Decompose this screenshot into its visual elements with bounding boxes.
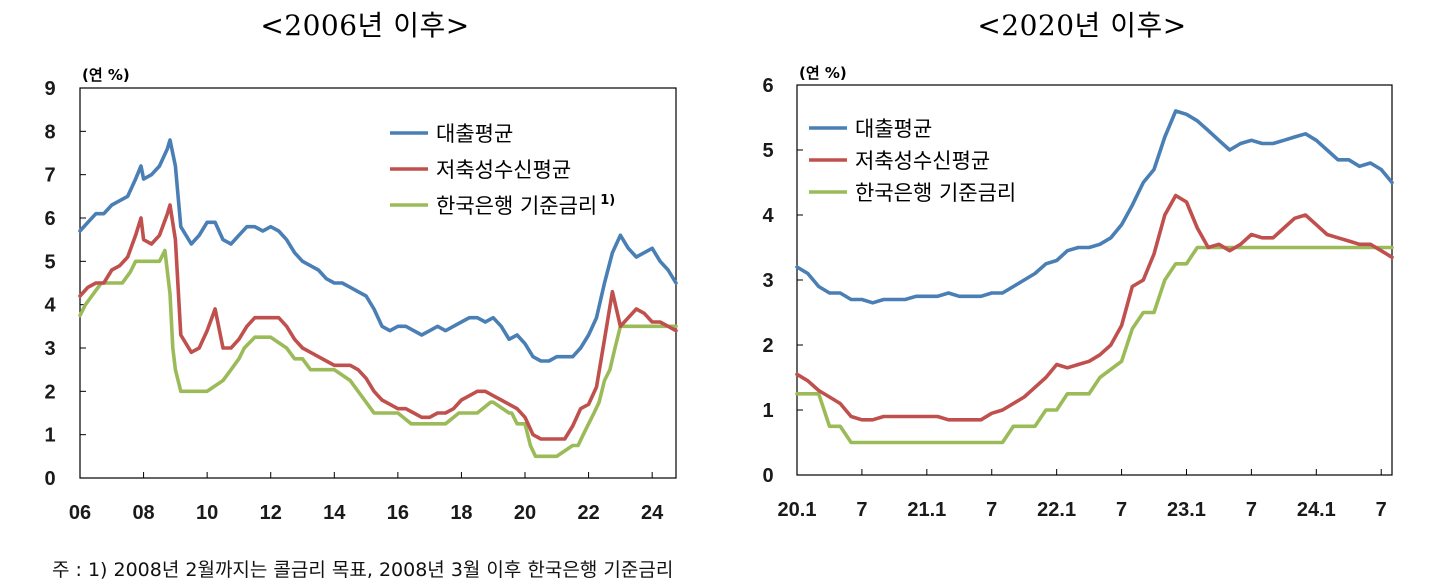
legend-footnote-marker: 1) bbox=[600, 193, 615, 208]
x-tick-label: 16 bbox=[387, 502, 409, 524]
x-tick-label: 7 bbox=[986, 499, 997, 521]
x-tick-label: 22 bbox=[577, 502, 599, 524]
legend-label: 저축성수신평균 bbox=[436, 158, 571, 182]
left-chart-title: <2006년 이후> bbox=[260, 9, 470, 42]
x-tick-label: 21.1 bbox=[907, 499, 946, 521]
right-chart-title: <2020년 이후> bbox=[977, 9, 1187, 42]
series-line-1 bbox=[795, 109, 1394, 305]
y-tick-label: 5 bbox=[762, 140, 773, 162]
legend-label: 저축성수신평균 bbox=[855, 149, 990, 173]
y-tick-label: 1 bbox=[44, 425, 55, 447]
x-tick-label: 7 bbox=[1116, 499, 1127, 521]
x-tick-label: 23.1 bbox=[1167, 499, 1206, 521]
footnote: 주 : 1) 2008년 2월까지는 콜금리 목표, 2008년 3월 이후 한… bbox=[52, 559, 674, 581]
y-tick-label: 4 bbox=[762, 205, 774, 227]
y-tick-label: 3 bbox=[44, 338, 55, 360]
x-tick-label: 18 bbox=[450, 502, 472, 524]
x-tick-label: 08 bbox=[132, 502, 154, 524]
x-tick-label: 7 bbox=[1376, 499, 1387, 521]
x-tick-label: 24 bbox=[641, 502, 664, 524]
chart-panel-2: 0 1 2 3 4 5 6 20.1 7 21.1 7 22.1 7 23.1 7 24.1 7 (연 %) 대출평… bbox=[762, 64, 1394, 521]
legend-label: 대출평균 bbox=[436, 122, 513, 146]
series-line-3 bbox=[795, 245, 1394, 445]
y-tick-label: 2 bbox=[44, 381, 55, 403]
y-tick-label: 5 bbox=[44, 251, 55, 273]
x-tick-label: 06 bbox=[69, 502, 91, 524]
y-tick-label: 6 bbox=[44, 208, 55, 230]
y-tick-label: 3 bbox=[762, 270, 773, 292]
series-line-2 bbox=[78, 203, 678, 441]
y-tick-label: 2 bbox=[762, 335, 773, 357]
series-line-3 bbox=[78, 248, 678, 459]
y-tick-label: 1 bbox=[762, 400, 773, 422]
unit-label: (연 %) bbox=[799, 64, 847, 82]
y-tick-label: 6 bbox=[762, 75, 773, 97]
series-line-1 bbox=[78, 138, 678, 363]
legend-label: 한국은행 기준금리 1) bbox=[436, 193, 615, 218]
y-tick-label: 0 bbox=[44, 468, 55, 490]
y-tick-label: 4 bbox=[44, 295, 56, 317]
y-tick-label: 9 bbox=[44, 78, 55, 100]
x-tick-label: 7 bbox=[856, 499, 867, 521]
series-line-2 bbox=[795, 193, 1394, 422]
x-tick-label: 12 bbox=[260, 502, 282, 524]
x-tick-label: 24.1 bbox=[1297, 499, 1336, 521]
unit-label: (연 %) bbox=[82, 66, 130, 84]
x-tick-label: 7 bbox=[1246, 499, 1257, 521]
x-tick-label: 14 bbox=[323, 502, 346, 524]
legend-label: 대출평균 bbox=[855, 117, 932, 141]
x-tick-label: 20.1 bbox=[778, 499, 817, 521]
legend-label: 한국은행 기준금리 bbox=[855, 181, 1016, 205]
x-tick-label: 10 bbox=[196, 502, 218, 524]
y-tick-label: 0 bbox=[762, 465, 773, 487]
y-tick-label: 8 bbox=[44, 121, 55, 143]
x-tick-label: 20 bbox=[514, 502, 536, 524]
y-tick-label: 7 bbox=[44, 165, 55, 187]
x-tick-label: 22.1 bbox=[1037, 499, 1076, 521]
